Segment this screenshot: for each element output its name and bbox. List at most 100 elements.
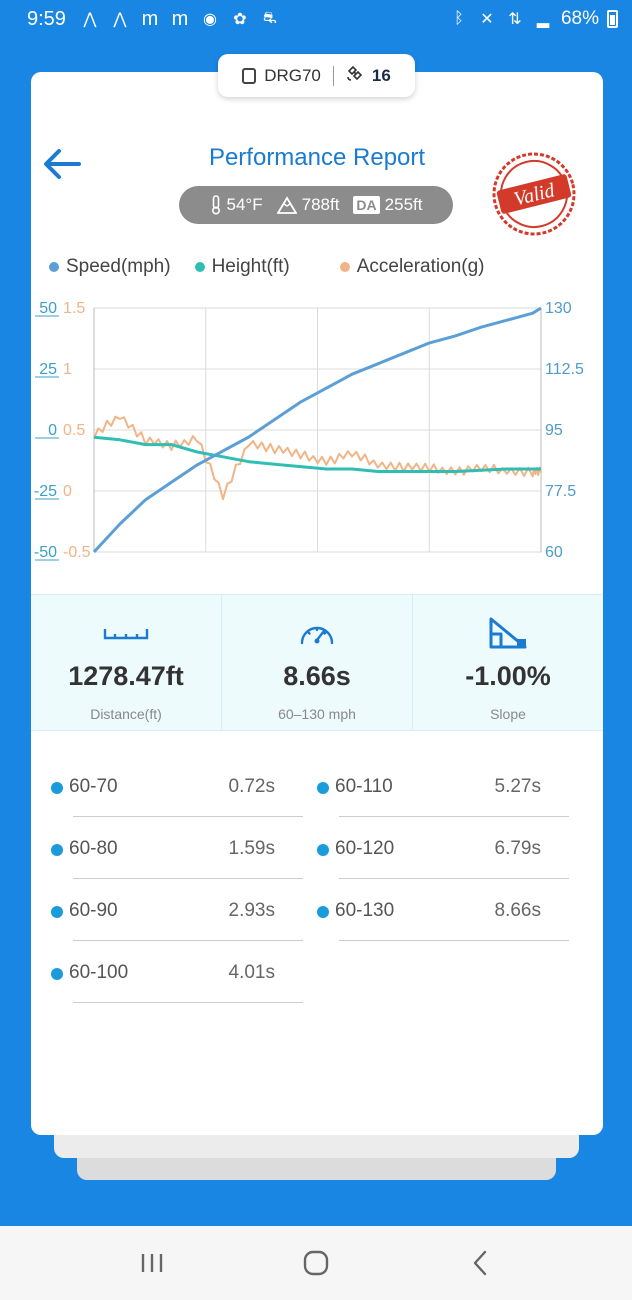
device-name: DRG70 [264,65,321,85]
speed-tick-label: 130 [545,300,572,317]
height-tick-label: -25 [34,483,57,500]
legend-speed[interactable]: Speed(mph) [49,256,171,278]
split-divider [339,940,569,941]
split-divider [73,816,303,817]
system-nav-bar [0,1226,632,1300]
stats-panel: 1278.47ft Distance(ft) 8.66s 60–130 mph … [31,594,603,731]
stat-distance: 1278.47ft Distance(ft) [31,595,222,730]
split-row: 60-120 6.79s [297,824,569,886]
speed-tick-label: 77.5 [545,483,576,500]
a-icon: ⋀ [113,11,127,28]
legend-label: Height(ft) [211,256,290,277]
accel-tick-label: 0 [63,483,72,500]
legend-label: Acceleration(g) [356,256,485,277]
split-label: 60-110 [335,776,393,797]
legend-height[interactable]: Height(ft) [194,256,290,278]
split-time: 2.93s [228,900,275,921]
height-series-line [93,435,541,473]
height-tick-label: 50 [39,300,57,317]
a-icon: ⋀ [83,11,97,28]
satellite-count: 16 [371,65,391,85]
accel-tick-label: -0.5 [63,544,91,561]
split-divider [73,878,303,879]
mute-icon: ✕ [480,11,494,28]
split-label: 60-120 [335,838,395,859]
back-button[interactable] [450,1233,510,1293]
device-icon [242,67,257,84]
speed-tick-label: 95 [545,422,563,439]
slope-icon [487,615,529,651]
da-badge: DA [353,196,380,214]
battery-percent: 68% [560,8,599,29]
split-dot [317,906,329,918]
legend-acceleration[interactable]: Acceleration(g) [339,256,485,278]
logo-icon: ✿ [233,11,247,28]
conditions-pill: 54°F 788ft DA 255ft [179,186,453,224]
back-icon [473,1250,487,1276]
split-time: 4.01s [228,962,275,983]
m-icon: m [141,7,159,30]
back-arrow-icon[interactable] [41,144,83,184]
split-dot [317,782,329,794]
split-time: 5.27s [494,776,541,797]
split-label: 60-130 [335,900,395,921]
split-row: 60-130 8.66s [297,886,569,948]
split-dot [51,844,63,856]
split-time: 1.59s [228,838,275,859]
recents-icon [141,1254,163,1272]
split-label: 60-70 [69,776,118,797]
altitude-icon [276,196,297,214]
split-dot [317,844,329,856]
height-tick-label: 0 [48,422,57,439]
stat-slope: -1.00% Slope [413,595,603,730]
split-divider [339,816,569,817]
distance-value: 1278.47ft [68,661,184,691]
speed-tick-label: 60 [545,544,563,561]
m-icon: m [171,7,189,30]
split-dot [51,782,63,794]
slope-label: Slope [490,706,526,722]
status-bar: 9:59 ⋀ ⋀ m m ◉ ✿ ⛐ ᛒ ✕ ⇅ ▂ 68% [0,0,632,38]
legend-dot [339,262,350,272]
accel-tick-label: 1 [63,361,72,378]
satellite-icon [346,64,364,87]
report-card: Performance Report Valid 54°F 788ft DA 2… [31,72,603,1135]
split-divider [73,940,303,941]
height-tick-label: 25 [39,361,57,378]
valid-stamp: Valid [487,150,581,238]
home-icon [303,1250,329,1276]
status-time: 9:59 [27,7,66,30]
split-label: 60-80 [69,838,118,859]
ruler-icon [103,615,149,651]
speedometer-icon [298,615,336,651]
temperature: 54°F [226,195,263,214]
split-label: 60-90 [69,900,118,921]
home-button[interactable] [286,1233,346,1293]
page-title: Performance Report [208,144,426,171]
spotify-icon: ◉ [202,11,217,28]
split-time: 6.79s [494,838,541,859]
split-dot [51,968,63,980]
altitude: 788ft [301,195,340,214]
speed-tick-label: 112.5 [545,361,584,378]
device-pill[interactable]: DRG70 16 [218,54,415,97]
stat-time: 8.66s 60–130 mph [222,595,413,730]
stamp-text: Valid [512,179,558,211]
legend-label: Speed(mph) [66,256,171,277]
split-time: 0.72s [228,776,275,797]
recents-button[interactable] [122,1233,182,1293]
split-dot [51,906,63,918]
bluetooth-icon: ᛒ [454,10,464,27]
slope-value: -1.00% [465,661,551,691]
time-value: 8.66s [283,661,351,691]
split-row: 60-90 2.93s [31,886,303,948]
split-divider [339,878,569,879]
split-row: 60-100 4.01s [31,948,303,1010]
time-label: 60–130 mph [278,706,356,722]
thermometer-icon [211,195,220,215]
battery-icon [607,10,618,28]
speed-series-line [92,306,542,554]
pill-divider [332,65,334,86]
legend-dot [194,262,205,272]
distance-label: Distance(ft) [90,706,162,722]
